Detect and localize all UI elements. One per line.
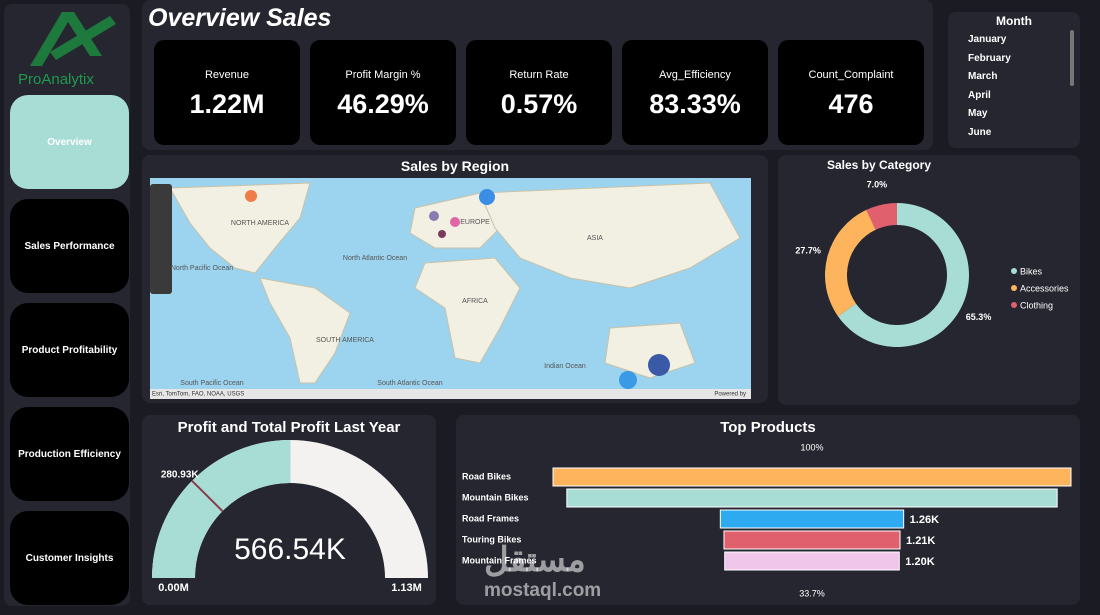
nav-button[interactable]: Overview	[10, 95, 129, 189]
donut-slice	[837, 203, 969, 347]
map-label: EUROPE	[460, 219, 490, 226]
gauge-range-label: 1.13M	[391, 582, 422, 594]
map-label: ASIA	[587, 235, 603, 242]
data-label: 27.7%	[795, 246, 821, 256]
gauge-range-label: 0.00M	[158, 582, 189, 594]
kpi-value: 1.22M	[189, 89, 265, 119]
legend-label: Accessories	[1020, 283, 1069, 293]
nav-button[interactable]: Customer Insights	[10, 511, 129, 605]
funnel-bar	[719, 509, 905, 529]
chart-title: Profit and Total Profit Last Year	[178, 419, 401, 436]
kpi-card: Avg_Efficiency 83.33%	[622, 40, 768, 145]
funnel-bar	[566, 488, 1058, 508]
map-label: South Atlantic Ocean	[377, 380, 442, 387]
map: NORTH AMERICA EUROPE ASIA AFRICA SOUTH AMERI…	[150, 178, 751, 399]
data-label: 65.3%	[966, 312, 992, 322]
nav-button[interactable]: Product Profitability	[10, 303, 129, 397]
kpi-card: Return Rate 0.57%	[466, 40, 612, 145]
data-label: 1.21K	[906, 535, 935, 547]
map-label: South Pacific Ocean	[180, 380, 244, 387]
scrollbar	[1070, 30, 1074, 86]
chart-title: Top Products	[720, 419, 816, 436]
category-label: Road Frames	[462, 513, 519, 523]
kpi-label: Profit Margin %	[345, 69, 421, 81]
nav-button[interactable]: Production Efficiency	[10, 407, 129, 501]
map-title: Sales by Region	[400, 158, 510, 174]
kpi-card: Count_Complaint 476	[778, 40, 924, 145]
kpi-value: 46.29%	[337, 89, 429, 119]
month-item[interactable]: January	[968, 34, 1007, 45]
data-label: 7.0%	[867, 180, 888, 190]
month-item[interactable]: May	[968, 108, 988, 119]
gauge-value: 566.54K	[234, 533, 346, 566]
legend-swatch	[1011, 302, 1017, 308]
donut-slice	[866, 203, 897, 230]
chart-title: Sales by Category	[827, 158, 931, 172]
data-label: 1.20K	[905, 556, 934, 568]
nav-button[interactable]: Sales Performance	[10, 199, 129, 293]
gauge-target	[191, 480, 224, 512]
kpi-label: Return Rate	[509, 69, 569, 81]
map-label: NORTH AMERICA	[231, 220, 290, 227]
month-item[interactable]: March	[968, 71, 998, 82]
kpi-value: 83.33%	[649, 89, 741, 119]
legend-swatch	[1011, 268, 1017, 274]
category-label: Touring Bikes	[462, 534, 521, 544]
map-label: SOUTH AMERICA	[316, 337, 374, 344]
watermark-arabic: مستقل	[484, 541, 586, 579]
logo-text: ProAnalytix	[18, 71, 94, 88]
percent-label: 33.7%	[799, 588, 825, 598]
kpi-label: Count_Complaint	[808, 69, 894, 81]
legend-label: Clothing	[1020, 300, 1053, 310]
category-chart: Sales by Category 65.3% Bikes 27.7% Accessor…	[795, 158, 1069, 347]
target-label: 280.93K	[161, 469, 200, 480]
kpi-value: 0.57%	[500, 89, 578, 119]
kpi-card: Profit Margin % 46.29%	[310, 40, 456, 145]
page-title: Overview Sales	[148, 4, 332, 32]
kpi-value: 476	[828, 89, 874, 119]
map-attribution: Esri, TomTom, FAO, NOAA, USGS	[152, 392, 244, 398]
map-label: Indian Ocean	[544, 363, 586, 370]
map-label: North Pacific Ocean	[171, 265, 233, 272]
watermark-latin: mostaql.com	[484, 580, 602, 601]
donut-slice	[825, 209, 876, 317]
category-label: Mountain Bikes	[462, 492, 529, 502]
kpi-card: Revenue 1.22M	[154, 40, 300, 145]
map-label: AFRICA	[462, 298, 488, 305]
category-label: Road Bikes	[462, 471, 511, 481]
month-item[interactable]: February	[968, 52, 1011, 64]
month-slicer	[948, 12, 1080, 148]
percent-label: 100%	[800, 442, 823, 452]
logo: ProAnalytix	[18, 12, 116, 88]
data-label: 1.26K	[910, 514, 939, 526]
funnel-bar	[552, 467, 1072, 487]
funnel-bar	[724, 551, 900, 571]
kpi-label: Revenue	[204, 69, 250, 81]
category-label: Mountain Frames	[462, 555, 537, 565]
month-item[interactable]: June	[968, 126, 992, 138]
products-chart: Top Products Road Bikes Mountain Bikes Road…	[462, 419, 1072, 598]
slicer-title: Month	[996, 14, 1032, 28]
funnel-bar	[723, 530, 901, 550]
map-label: North Atlantic Ocean	[343, 255, 407, 262]
legend-swatch	[1011, 285, 1017, 291]
map-powered: Powered by	[714, 392, 746, 398]
kpi-label: Avg_Efficiency	[659, 69, 731, 81]
month-item[interactable]: April	[968, 89, 991, 101]
gauge-chart: Profit and Total Profit Last Year 280.93K…	[152, 419, 428, 594]
legend-label: Bikes	[1020, 266, 1043, 276]
